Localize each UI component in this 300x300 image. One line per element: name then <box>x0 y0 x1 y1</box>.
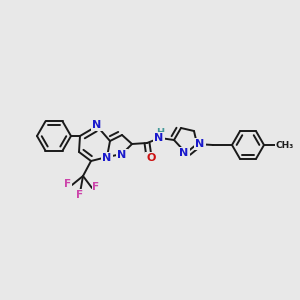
Text: H: H <box>156 128 164 138</box>
Text: N: N <box>179 148 189 158</box>
Text: N: N <box>117 150 127 160</box>
Text: F: F <box>64 179 72 189</box>
Text: CH₃: CH₃ <box>276 140 294 149</box>
Text: O: O <box>146 153 156 163</box>
Text: F: F <box>92 182 100 192</box>
Text: N: N <box>102 153 112 163</box>
Text: F: F <box>76 190 84 200</box>
Text: N: N <box>195 139 205 149</box>
Text: N: N <box>92 120 102 130</box>
Text: N: N <box>154 133 164 143</box>
